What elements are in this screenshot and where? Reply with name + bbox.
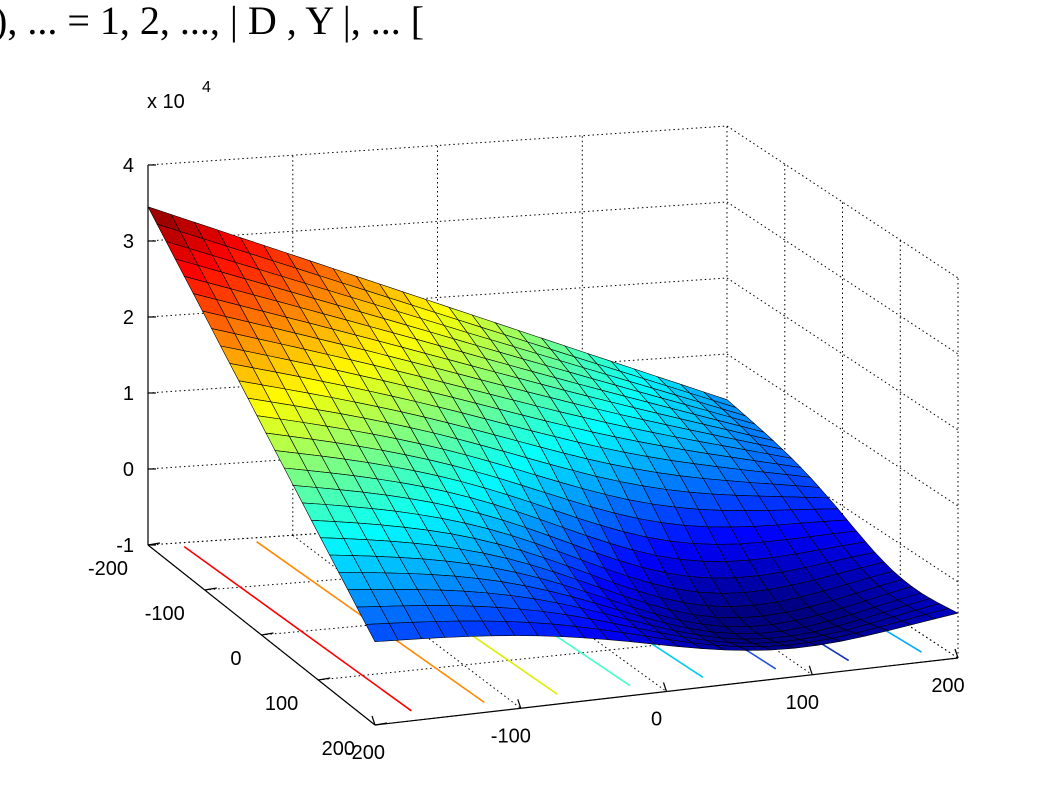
surface-patch [924, 608, 959, 620]
y-tick-mark [318, 677, 331, 681]
z-tick-label: 4 [123, 155, 134, 177]
back-wall-gridline-horizontal [147, 125, 728, 166]
x-tick-label: 0 [651, 709, 662, 731]
z-exponent-label: x 10 [147, 91, 185, 113]
y-tick-label: 0 [230, 648, 241, 670]
x-tick-mark [808, 665, 813, 675]
z-tick-label: -1 [116, 535, 134, 557]
z-tick-label: 0 [123, 459, 134, 481]
x-tick-mark [517, 699, 522, 709]
y-tick-mark [204, 587, 217, 591]
y-tick-label: -200 [88, 558, 128, 580]
y-tick-mark [374, 722, 388, 726]
z-tick-label: 3 [123, 231, 134, 253]
right-wall-gridline-horizontal [726, 277, 959, 431]
z-tick-label: 1 [123, 383, 134, 405]
y-tick-mark [261, 632, 274, 636]
x-tick-mark [954, 648, 959, 659]
x-tick-mark [371, 715, 376, 726]
z-tick-label: 2 [123, 307, 134, 329]
right-wall-gridline-horizontal [726, 125, 959, 279]
surface-mesh [147, 206, 959, 651]
right-wall-gridline-horizontal [726, 353, 959, 507]
floor-gridline-y [318, 619, 901, 681]
back-wall-gridline-horizontal [147, 201, 728, 242]
y-tick-mark [147, 542, 161, 546]
z-exponent-power: 4 [202, 79, 211, 96]
contour-line [183, 545, 412, 712]
y-tick-label: -100 [145, 603, 185, 625]
x-tick-label: -200 [345, 742, 385, 764]
x-tick-label: 200 [931, 675, 964, 697]
y-tick-label: 200 [322, 738, 355, 760]
x-tick-label: -100 [491, 725, 531, 747]
floor-gridline-x [292, 534, 522, 709]
x-tick-label: 100 [786, 692, 819, 714]
y-tick-label: 100 [265, 693, 298, 715]
right-wall-gridline-horizontal [726, 201, 959, 355]
header-equation-fragment: ), ... = 1, 2, ..., | D , Y |, ... [ [0, 0, 424, 43]
x-tick-mark [662, 682, 668, 692]
